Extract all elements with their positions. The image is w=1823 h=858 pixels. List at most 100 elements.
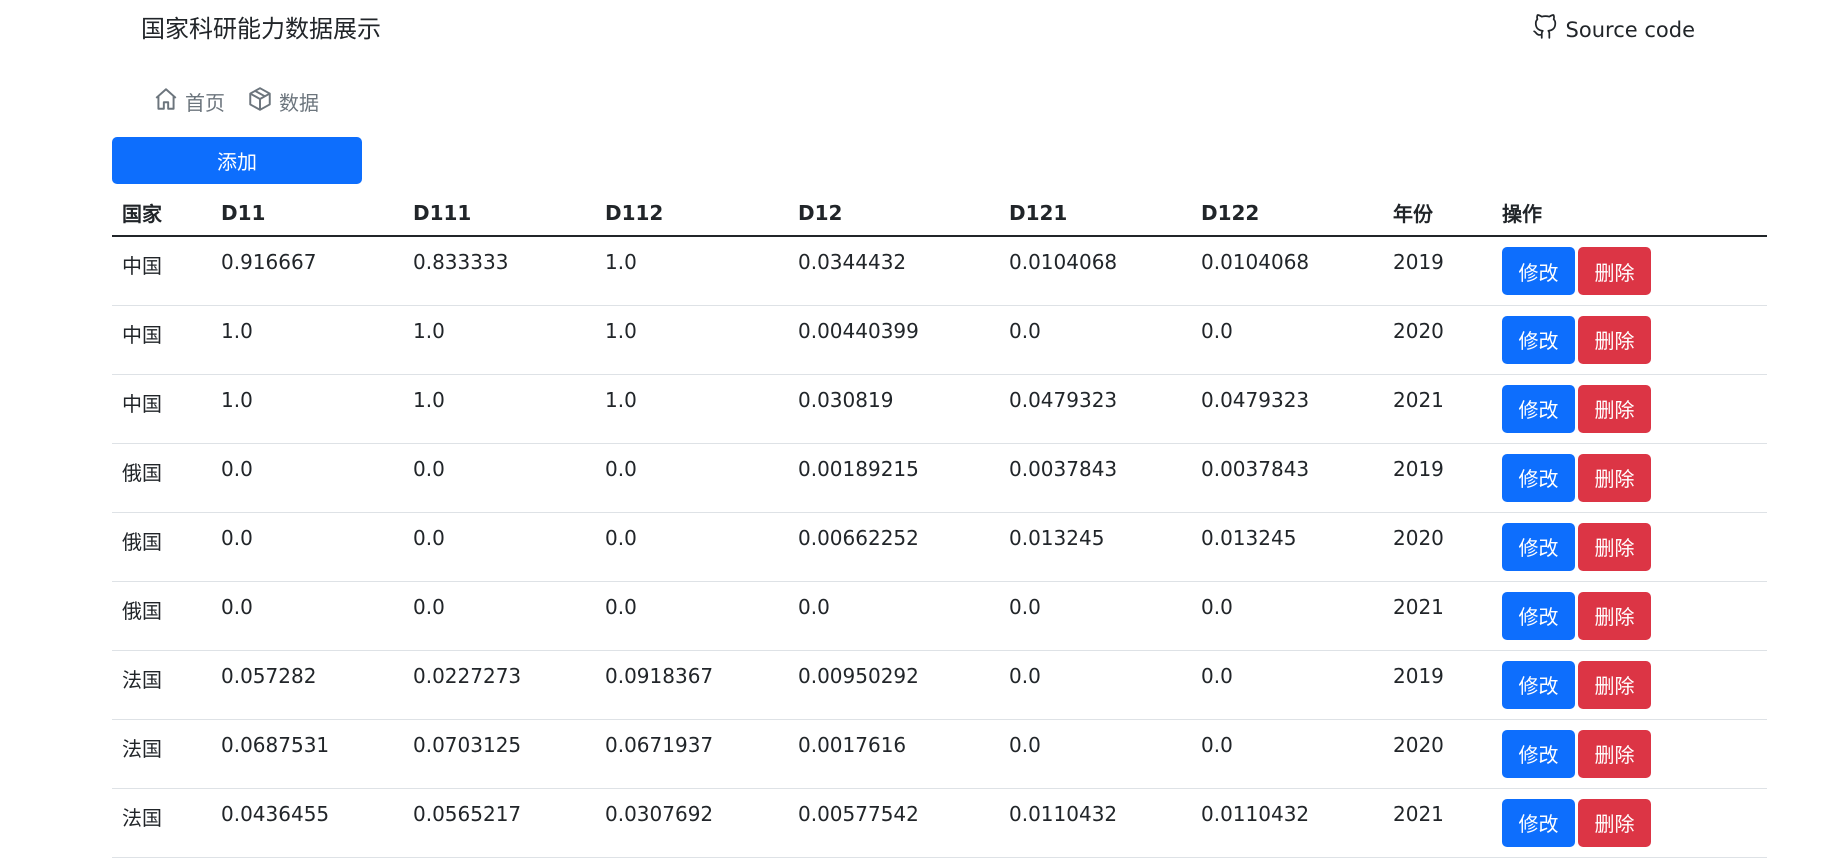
delete-button[interactable]: 删除 [1578, 315, 1651, 364]
delete-button[interactable]: 删除 [1578, 660, 1651, 709]
table-cell: 0.0687531 [211, 719, 403, 789]
table-cell: 0.00950292 [788, 650, 999, 720]
table-cell: 中国 [112, 236, 211, 306]
page-title: 国家科研能力数据展示 [141, 15, 381, 43]
column-header: D121 [999, 190, 1191, 237]
table-cell: 0.0479323 [1191, 374, 1383, 444]
column-header: D112 [595, 190, 788, 237]
table-cell: 0.0307692 [595, 788, 788, 858]
table-cell: 1.0 [211, 374, 403, 444]
table-cell: 0.0 [595, 581, 788, 651]
edit-button[interactable]: 修改 [1502, 798, 1575, 847]
edit-button[interactable]: 修改 [1502, 247, 1575, 295]
add-button[interactable]: 添加 [112, 137, 362, 184]
table-cell: 0.057282 [211, 650, 403, 720]
nav-bar: 首页 数据 [153, 86, 319, 117]
column-header: 年份 [1383, 190, 1492, 237]
table-cell: 1.0 [211, 305, 403, 375]
edit-button[interactable]: 修改 [1502, 453, 1575, 502]
table-cell: 法国 [112, 650, 211, 720]
table-cell: 0.0 [403, 443, 595, 513]
table-cell: 0.0 [595, 512, 788, 582]
source-code-link[interactable]: Source code [1532, 14, 1695, 45]
table-cell: 0.0037843 [1191, 443, 1383, 513]
table-cell: 1.0 [595, 305, 788, 375]
table-cell: 0.0 [788, 581, 999, 651]
table-cell: 0.0 [595, 443, 788, 513]
table-cell: 2019 [1383, 236, 1492, 306]
table-row: 俄国 0.0 0.0 0.0 0.0 0.0 0.0 2021 修改 删除 [112, 581, 1767, 651]
nav-item-data[interactable]: 数据 [247, 86, 319, 117]
delete-button[interactable]: 删除 [1578, 384, 1651, 433]
table-cell: 0.0 [999, 581, 1191, 651]
table-cell: 2019 [1383, 443, 1492, 513]
table-cell: 0.0 [211, 512, 403, 582]
nav-item-label: 首页 [185, 91, 225, 115]
table-cell: 0.0703125 [403, 719, 595, 789]
delete-button[interactable]: 删除 [1578, 247, 1651, 295]
delete-button[interactable]: 删除 [1578, 798, 1651, 847]
table-cell: 法国 [112, 788, 211, 858]
table-cell: 1.0 [403, 305, 595, 375]
nav-item-home[interactable]: 首页 [153, 86, 225, 117]
table-cell: 0.0918367 [595, 650, 788, 720]
row-actions: 修改 删除 [1492, 236, 1767, 306]
table-row: 俄国 0.0 0.0 0.0 0.00662252 0.013245 0.013245 202… [112, 512, 1767, 582]
table-cell: 中国 [112, 305, 211, 375]
table-cell: 0.0 [1191, 305, 1383, 375]
table-cell: 0.0565217 [403, 788, 595, 858]
row-actions: 修改 删除 [1492, 374, 1767, 444]
table-cell: 2019 [1383, 650, 1492, 720]
table-cell: 俄国 [112, 581, 211, 651]
table-cell: 0.030819 [788, 374, 999, 444]
table-cell: 0.0479323 [999, 374, 1191, 444]
table-cell: 0.0 [999, 650, 1191, 720]
delete-button[interactable]: 删除 [1578, 453, 1651, 502]
table-cell: 0.0344432 [788, 236, 999, 306]
table-cell: 0.00577542 [788, 788, 999, 858]
edit-button[interactable]: 修改 [1502, 729, 1575, 778]
table-cell: 2021 [1383, 581, 1492, 651]
table-cell: 2021 [1383, 374, 1492, 444]
delete-button[interactable]: 删除 [1578, 729, 1651, 778]
column-header: 国家 [112, 190, 211, 237]
table-cell: 0.0 [999, 305, 1191, 375]
github-icon [1532, 14, 1558, 45]
table-cell: 0.0 [403, 581, 595, 651]
row-actions: 修改 删除 [1492, 512, 1767, 582]
edit-button[interactable]: 修改 [1502, 384, 1575, 433]
delete-button[interactable]: 删除 [1578, 522, 1651, 571]
column-header: D111 [403, 190, 595, 237]
table-row: 中国 1.0 1.0 1.0 0.00440399 0.0 0.0 2020 修改 删除 [112, 305, 1767, 375]
edit-button[interactable]: 修改 [1502, 660, 1575, 709]
table-cell: 0.00440399 [788, 305, 999, 375]
table-cell: 0.013245 [1191, 512, 1383, 582]
table-cell: 2020 [1383, 512, 1492, 582]
table-cell: 0.0 [1191, 650, 1383, 720]
table-row: 法国 0.0687531 0.0703125 0.0671937 0.0017616 0.… [112, 719, 1767, 789]
box-icon [247, 86, 273, 117]
column-header: D122 [1191, 190, 1383, 237]
edit-button[interactable]: 修改 [1502, 315, 1575, 364]
edit-button[interactable]: 修改 [1502, 522, 1575, 571]
edit-button[interactable]: 修改 [1502, 591, 1575, 640]
row-actions: 修改 删除 [1492, 443, 1767, 513]
row-actions: 修改 删除 [1492, 650, 1767, 720]
row-actions: 修改 删除 [1492, 719, 1767, 789]
table-cell: 1.0 [403, 374, 595, 444]
row-actions: 修改 删除 [1492, 581, 1767, 651]
table-cell: 0.916667 [211, 236, 403, 306]
table-cell: 法国 [112, 719, 211, 789]
table-cell: 0.0 [211, 443, 403, 513]
table-row: 中国 0.916667 0.833333 1.0 0.0344432 0.0104068 0… [112, 236, 1767, 306]
table-cell: 0.0110432 [1191, 788, 1383, 858]
table-cell: 2020 [1383, 719, 1492, 789]
table-cell: 1.0 [595, 374, 788, 444]
table-row: 俄国 0.0 0.0 0.0 0.00189215 0.0037843 0.0037843 2… [112, 443, 1767, 513]
table-cell: 俄国 [112, 443, 211, 513]
table-row: 法国 0.0436455 0.0565217 0.0307692 0.00577542 0… [112, 788, 1767, 858]
data-table: 国家 D11 D111 D112 D12 D121 D122 年份 操作 中国 0… [112, 190, 1767, 858]
table-cell: 0.00189215 [788, 443, 999, 513]
delete-button[interactable]: 删除 [1578, 591, 1651, 640]
table-cell: 0.0037843 [999, 443, 1191, 513]
